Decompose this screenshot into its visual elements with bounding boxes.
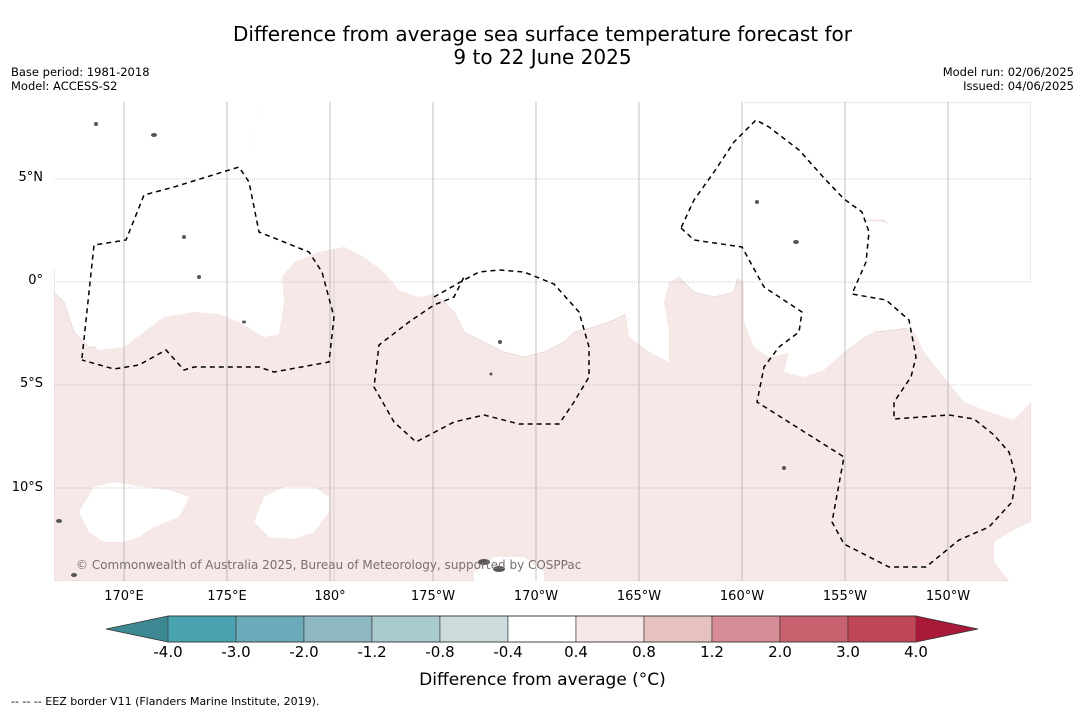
colorbar-tick-label: 3.0 xyxy=(836,643,860,661)
neutral-patch-south-east xyxy=(994,522,1031,581)
lon-label-170w: 170°W xyxy=(513,589,559,604)
neutral-patch-south xyxy=(254,487,329,539)
colorbar-tick-label: 0.4 xyxy=(564,643,588,661)
lon-label-165w: 165°W xyxy=(616,589,662,604)
lon-label-170e: 170°E xyxy=(104,589,144,604)
colorbar-segment xyxy=(575,615,645,643)
colorbar-segment xyxy=(779,615,849,643)
map-title-line-1: Difference from average sea surface temp… xyxy=(232,22,852,46)
colorbar-label: Difference from average (°C) xyxy=(419,670,666,690)
lon-label-180: 180° xyxy=(314,589,346,604)
colorbar-tick-label: -3.0 xyxy=(221,643,251,661)
colorbar-tick-label: -2.0 xyxy=(289,643,319,661)
colorbar-tick-label: 0.8 xyxy=(632,643,656,661)
lon-label-175w: 175°W xyxy=(410,589,456,604)
eez-borders xyxy=(81,119,1017,568)
islands xyxy=(56,122,799,577)
colorbar-tick-label: -0.8 xyxy=(425,643,455,661)
colorbar-segment xyxy=(235,615,305,643)
colorbar-segment xyxy=(303,615,373,643)
colorbar-segment xyxy=(167,615,237,643)
colorbar-tick-label: 4.0 xyxy=(904,643,928,661)
model-text: Model: ACCESS-S2 xyxy=(11,79,118,93)
neutral-region-west xyxy=(54,102,844,362)
lat-label-0: 0° xyxy=(28,273,43,288)
copyright-text: © Commonwealth of Australia 2025, Bureau… xyxy=(76,558,582,572)
colorbar-segment xyxy=(643,615,713,643)
lat-label-10s: 10°S xyxy=(11,480,43,495)
colorbar-extend-low xyxy=(106,616,168,642)
neutral-region-west-north xyxy=(54,102,259,267)
neutral-region-east xyxy=(744,102,1031,420)
base-period-text: Base period: 1981-2018 xyxy=(11,65,150,79)
lat-label-5n: 5°N xyxy=(18,170,44,185)
colorbar xyxy=(106,615,979,643)
colorbar-tick-label: -0.4 xyxy=(493,643,523,661)
colorbar-extend-high xyxy=(916,616,978,642)
lon-label-175e: 175°E xyxy=(207,589,247,604)
meta-right: Model run: 02/06/2025 Issued: 04/06/2025 xyxy=(943,65,1074,93)
map-title-line-2: 9 to 22 June 2025 xyxy=(453,45,632,69)
model-run-text: Model run: 02/06/2025 xyxy=(942,65,1074,79)
colorbar-tick-label: -1.2 xyxy=(357,643,387,661)
colorbar-segment xyxy=(711,615,781,643)
colorbar-tick-label: -4.0 xyxy=(153,643,183,661)
lon-label-160w: 160°W xyxy=(719,589,765,604)
graticule xyxy=(54,102,1031,581)
neutral-patch-south-center xyxy=(474,557,544,581)
eez-footnote: -- -- -- EEZ border V11 (Flanders Marine… xyxy=(11,695,320,708)
neutral-patch-south-west xyxy=(79,482,189,542)
colorbar-segment xyxy=(439,615,509,643)
lon-label-155w: 155°W xyxy=(822,589,868,604)
sst-anomaly-map xyxy=(54,102,1031,581)
colorbar-outline xyxy=(106,615,979,643)
meta-left: Base period: 1981-2018 Model: ACCESS-S2 xyxy=(11,65,150,93)
issued-text: Issued: 04/06/2025 xyxy=(963,79,1074,93)
lon-label-150w: 150°W xyxy=(925,589,971,604)
colorbar-tick-label: 2.0 xyxy=(768,643,792,661)
colorbar-tick-label: 1.2 xyxy=(700,643,724,661)
lat-label-5s: 5°S xyxy=(19,376,43,391)
colorbar-segment xyxy=(371,615,441,643)
colorbar-segment xyxy=(847,615,917,643)
colorbar-segment xyxy=(507,615,577,643)
